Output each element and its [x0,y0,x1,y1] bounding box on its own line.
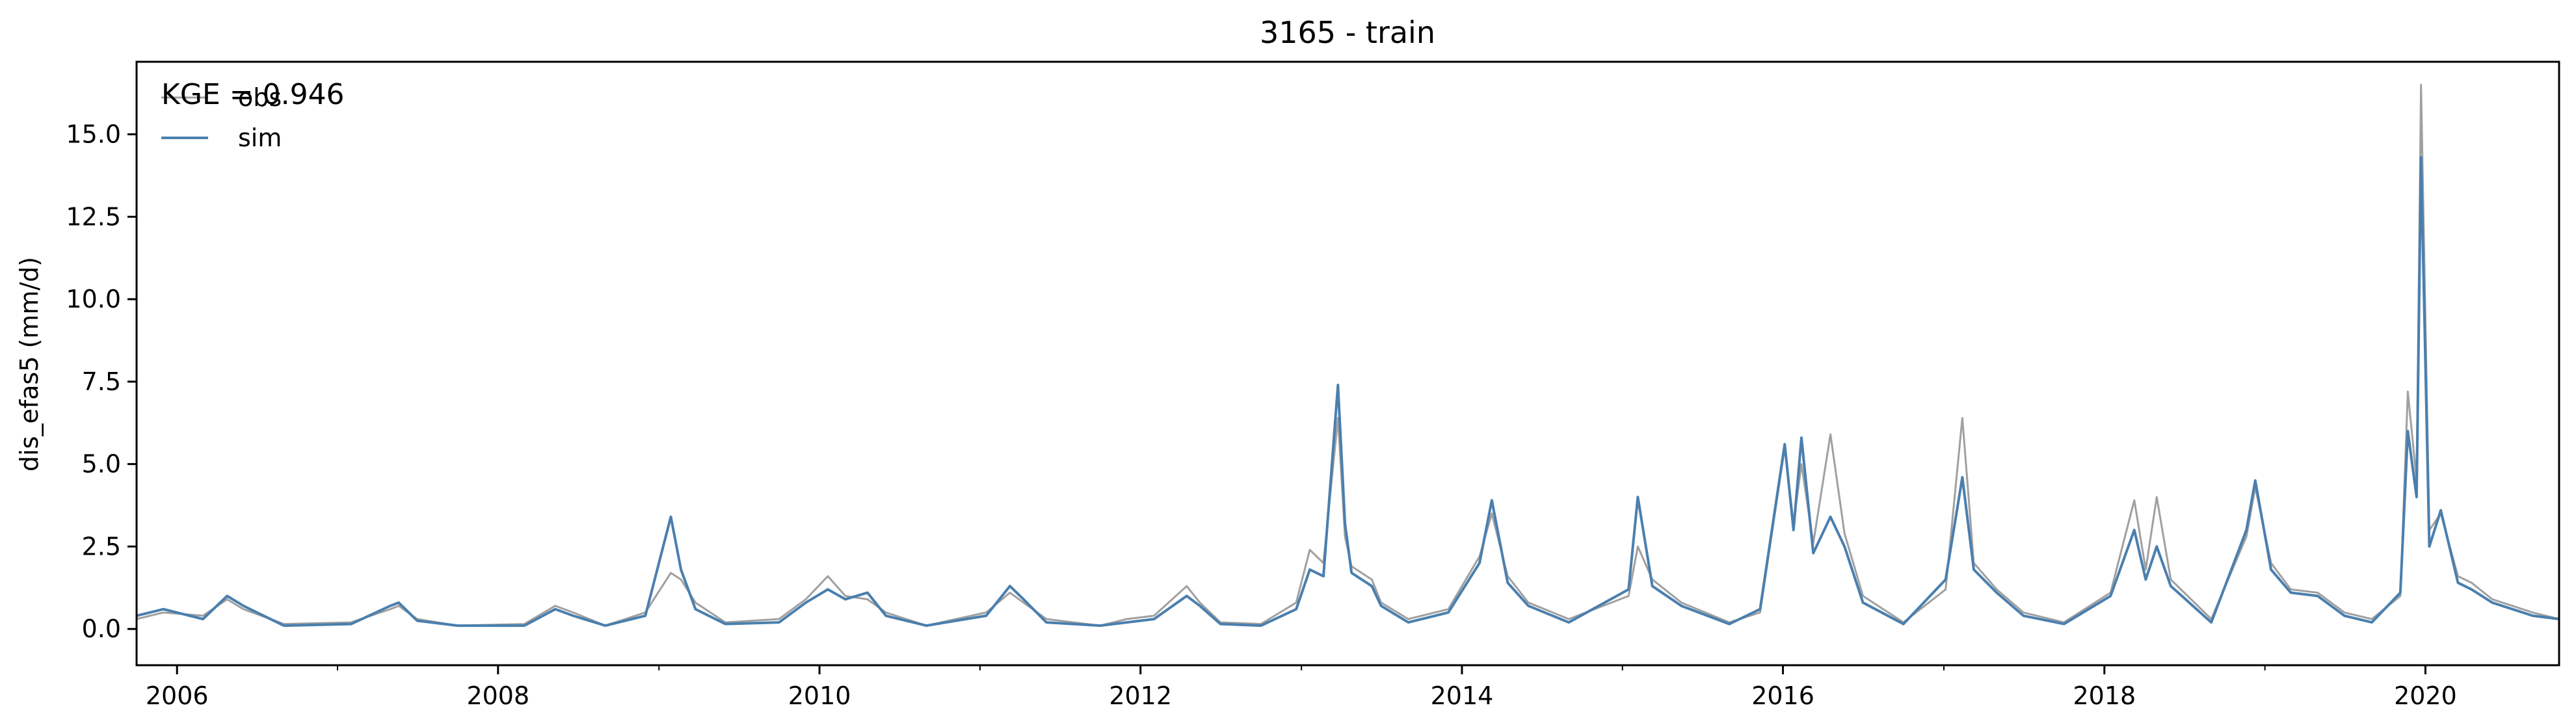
legend: obs sim [161,83,282,152]
series-layer [136,84,2560,628]
plot-frame [135,60,2560,667]
y-tick-label: 2.5 [82,532,121,561]
y-tick-label: 0.0 [82,615,121,643]
x-tick-label: 2008 [466,681,529,710]
y-axis: 0.0 2.5 5.0 7.5 10.0 12.5 15.0 [66,120,137,643]
chart-title: 3165 - train [1260,15,1435,50]
y-tick-label: 7.5 [82,367,121,396]
legend-label-obs: obs [238,83,282,112]
x-tick-label: 2016 [1751,681,1814,710]
x-tick-label: 2012 [1109,681,1172,710]
series-line-sim [136,156,2560,628]
x-tick-label: 2014 [1431,681,1494,710]
y-tick-label: 10.0 [66,285,121,313]
kge-annotation: KGE = 0.946 [161,78,345,111]
y-tick-label: 5.0 [82,450,121,479]
legend-label-sim: sim [238,124,282,152]
x-tick-label: 2020 [2394,681,2457,710]
y-tick-label: 15.0 [66,120,121,149]
x-tick-label: 2010 [788,681,851,710]
plot-area [135,60,2560,667]
x-axis: 2006 2008 2010 2012 2014 2016 2018 2020 [146,665,2457,710]
y-tick-label: 12.5 [66,202,121,231]
x-tick-label: 2018 [2073,681,2136,710]
x-tick-label: 2006 [146,681,209,710]
y-axis-label: dis_efas5 (mm/d) [15,257,44,471]
